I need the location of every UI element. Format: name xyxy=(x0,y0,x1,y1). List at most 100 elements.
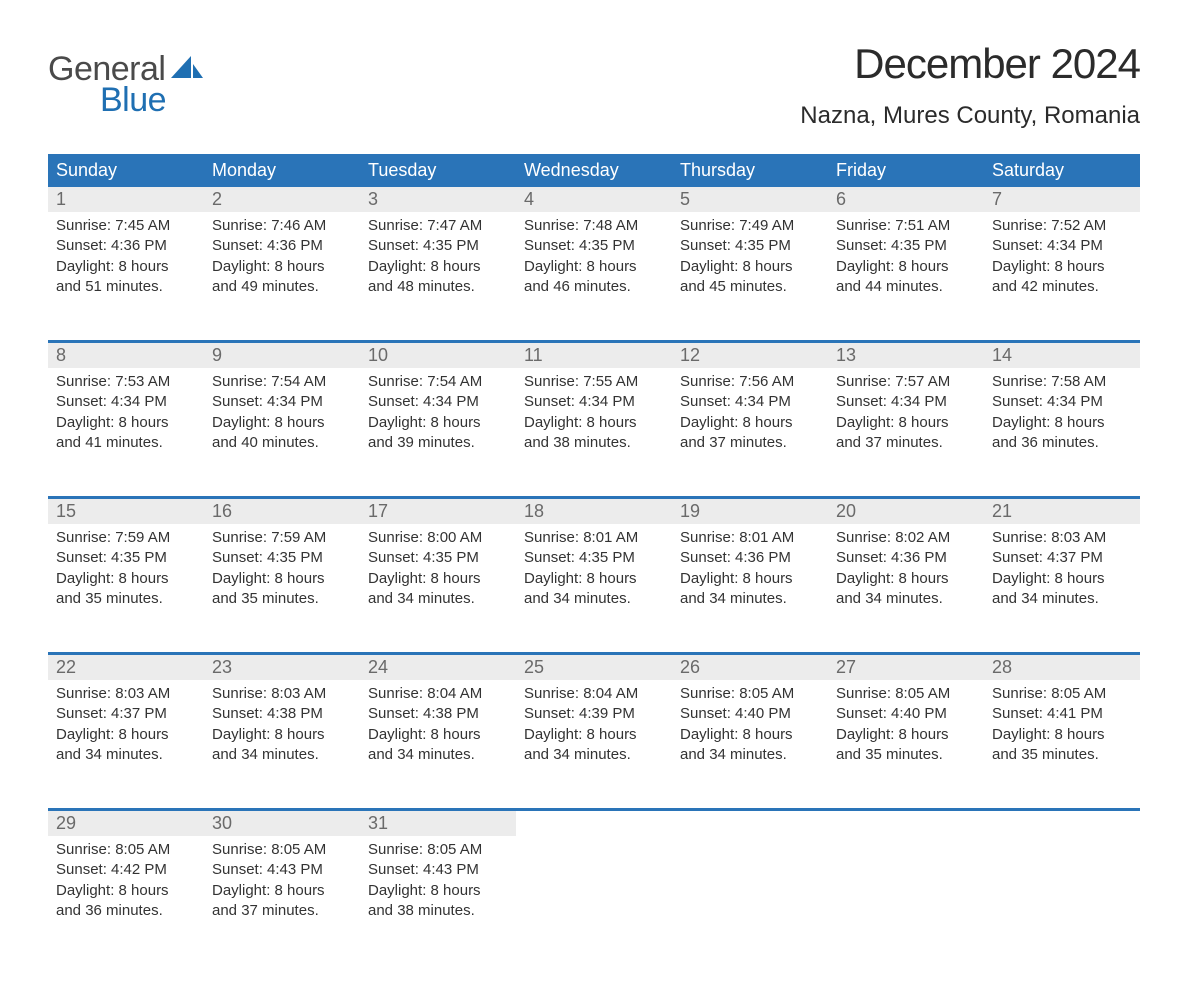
day-number-cell: 24 xyxy=(360,655,516,680)
sunrise-line: Sunrise: 8:01 AM xyxy=(680,528,820,548)
day-number: 17 xyxy=(360,499,516,524)
daylight-line: Daylight: 8 hours and 41 minutes. xyxy=(56,413,196,454)
sunset-line: Sunset: 4:41 PM xyxy=(992,704,1132,724)
daylight-line: Daylight: 8 hours and 34 minutes. xyxy=(212,725,352,766)
day-cell: Sunrise: 8:00 AMSunset: 4:35 PMDaylight:… xyxy=(360,524,516,652)
day-body-row: Sunrise: 7:45 AMSunset: 4:36 PMDaylight:… xyxy=(48,212,1140,340)
day-number-cell: 10 xyxy=(360,343,516,368)
sunrise-line: Sunrise: 7:57 AM xyxy=(836,372,976,392)
day-number: 13 xyxy=(828,343,984,368)
daylight-line: Daylight: 8 hours and 39 minutes. xyxy=(368,413,508,454)
daylight-line: Daylight: 8 hours and 49 minutes. xyxy=(212,257,352,298)
day-number-cell xyxy=(516,811,672,836)
day-body: Sunrise: 8:03 AMSunset: 4:37 PMDaylight:… xyxy=(48,680,204,773)
sunset-line: Sunset: 4:34 PM xyxy=(680,392,820,412)
daylight-line: Daylight: 8 hours and 34 minutes. xyxy=(368,725,508,766)
daylight-line: Daylight: 8 hours and 48 minutes. xyxy=(368,257,508,298)
day-number: 20 xyxy=(828,499,984,524)
day-cell: Sunrise: 7:46 AMSunset: 4:36 PMDaylight:… xyxy=(204,212,360,340)
day-body: Sunrise: 8:04 AMSunset: 4:38 PMDaylight:… xyxy=(360,680,516,773)
day-cell: Sunrise: 7:52 AMSunset: 4:34 PMDaylight:… xyxy=(984,212,1140,340)
sunset-line: Sunset: 4:38 PM xyxy=(212,704,352,724)
sunrise-line: Sunrise: 8:04 AM xyxy=(524,684,664,704)
day-body: Sunrise: 8:01 AMSunset: 4:35 PMDaylight:… xyxy=(516,524,672,617)
sunset-line: Sunset: 4:39 PM xyxy=(524,704,664,724)
day-cell: Sunrise: 8:05 AMSunset: 4:43 PMDaylight:… xyxy=(360,836,516,964)
day-cell: Sunrise: 7:45 AMSunset: 4:36 PMDaylight:… xyxy=(48,212,204,340)
sunset-line: Sunset: 4:34 PM xyxy=(368,392,508,412)
day-cell: Sunrise: 7:48 AMSunset: 4:35 PMDaylight:… xyxy=(516,212,672,340)
sunset-line: Sunset: 4:35 PM xyxy=(56,548,196,568)
day-number: 8 xyxy=(48,343,204,368)
day-cell: Sunrise: 8:05 AMSunset: 4:43 PMDaylight:… xyxy=(204,836,360,964)
sunset-line: Sunset: 4:34 PM xyxy=(836,392,976,412)
sunrise-line: Sunrise: 7:48 AM xyxy=(524,216,664,236)
day-body: Sunrise: 7:45 AMSunset: 4:36 PMDaylight:… xyxy=(48,212,204,305)
daylight-line: Daylight: 8 hours and 40 minutes. xyxy=(212,413,352,454)
daylight-line: Daylight: 8 hours and 51 minutes. xyxy=(56,257,196,298)
sunrise-line: Sunrise: 8:02 AM xyxy=(836,528,976,548)
daylight-line: Daylight: 8 hours and 38 minutes. xyxy=(368,881,508,922)
day-cell: Sunrise: 8:05 AMSunset: 4:40 PMDaylight:… xyxy=(828,680,984,808)
daylight-line: Daylight: 8 hours and 34 minutes. xyxy=(524,725,664,766)
day-body: Sunrise: 7:54 AMSunset: 4:34 PMDaylight:… xyxy=(360,368,516,461)
day-number-cell: 13 xyxy=(828,343,984,368)
day-number-cell: 26 xyxy=(672,655,828,680)
day-number: 7 xyxy=(984,187,1140,212)
day-number-row: 22232425262728 xyxy=(48,655,1140,680)
day-cell: Sunrise: 8:05 AMSunset: 4:42 PMDaylight:… xyxy=(48,836,204,964)
day-number-cell: 15 xyxy=(48,499,204,524)
sunrise-line: Sunrise: 8:05 AM xyxy=(56,840,196,860)
weekday-header: Monday xyxy=(204,154,360,187)
day-body: Sunrise: 7:49 AMSunset: 4:35 PMDaylight:… xyxy=(672,212,828,305)
daylight-line: Daylight: 8 hours and 34 minutes. xyxy=(56,725,196,766)
sunrise-line: Sunrise: 7:46 AM xyxy=(212,216,352,236)
day-number-cell: 22 xyxy=(48,655,204,680)
day-body: Sunrise: 7:59 AMSunset: 4:35 PMDaylight:… xyxy=(48,524,204,617)
day-number-cell: 5 xyxy=(672,187,828,212)
day-number-cell: 21 xyxy=(984,499,1140,524)
day-cell: Sunrise: 7:55 AMSunset: 4:34 PMDaylight:… xyxy=(516,368,672,496)
day-number: 25 xyxy=(516,655,672,680)
sunrise-line: Sunrise: 8:05 AM xyxy=(680,684,820,704)
day-number-cell: 29 xyxy=(48,811,204,836)
day-number-cell: 8 xyxy=(48,343,204,368)
day-number: 21 xyxy=(984,499,1140,524)
day-number-cell: 20 xyxy=(828,499,984,524)
day-body: Sunrise: 7:47 AMSunset: 4:35 PMDaylight:… xyxy=(360,212,516,305)
logo-word-blue: Blue xyxy=(100,81,166,120)
daylight-line: Daylight: 8 hours and 44 minutes. xyxy=(836,257,976,298)
logo: General Blue xyxy=(48,50,205,120)
sunset-line: Sunset: 4:35 PM xyxy=(212,548,352,568)
day-number: 2 xyxy=(204,187,360,212)
sunset-line: Sunset: 4:35 PM xyxy=(368,548,508,568)
daylight-line: Daylight: 8 hours and 34 minutes. xyxy=(680,569,820,610)
day-body: Sunrise: 7:48 AMSunset: 4:35 PMDaylight:… xyxy=(516,212,672,305)
daylight-line: Daylight: 8 hours and 34 minutes. xyxy=(680,725,820,766)
day-cell: Sunrise: 8:04 AMSunset: 4:39 PMDaylight:… xyxy=(516,680,672,808)
day-body: Sunrise: 8:03 AMSunset: 4:38 PMDaylight:… xyxy=(204,680,360,773)
day-cell: Sunrise: 8:05 AMSunset: 4:40 PMDaylight:… xyxy=(672,680,828,808)
day-number-cell: 31 xyxy=(360,811,516,836)
daylight-line: Daylight: 8 hours and 38 minutes. xyxy=(524,413,664,454)
sunset-line: Sunset: 4:36 PM xyxy=(212,236,352,256)
day-cell xyxy=(984,836,1140,964)
sunrise-line: Sunrise: 8:05 AM xyxy=(836,684,976,704)
day-cell xyxy=(672,836,828,964)
daylight-line: Daylight: 8 hours and 34 minutes. xyxy=(368,569,508,610)
day-number: 30 xyxy=(204,811,360,836)
day-cell: Sunrise: 7:54 AMSunset: 4:34 PMDaylight:… xyxy=(360,368,516,496)
day-cell xyxy=(516,836,672,964)
weekday-header: Friday xyxy=(828,154,984,187)
sunrise-line: Sunrise: 8:03 AM xyxy=(212,684,352,704)
sunrise-line: Sunrise: 8:04 AM xyxy=(368,684,508,704)
day-body: Sunrise: 7:57 AMSunset: 4:34 PMDaylight:… xyxy=(828,368,984,461)
day-number: 22 xyxy=(48,655,204,680)
day-number-cell: 1 xyxy=(48,187,204,212)
day-number-row: 15161718192021 xyxy=(48,499,1140,524)
day-number: 19 xyxy=(672,499,828,524)
title-block: December 2024 Nazna, Mures County, Roman… xyxy=(800,40,1140,130)
sunrise-line: Sunrise: 7:59 AM xyxy=(56,528,196,548)
sunrise-line: Sunrise: 7:52 AM xyxy=(992,216,1132,236)
day-body-row: Sunrise: 8:05 AMSunset: 4:42 PMDaylight:… xyxy=(48,836,1140,964)
